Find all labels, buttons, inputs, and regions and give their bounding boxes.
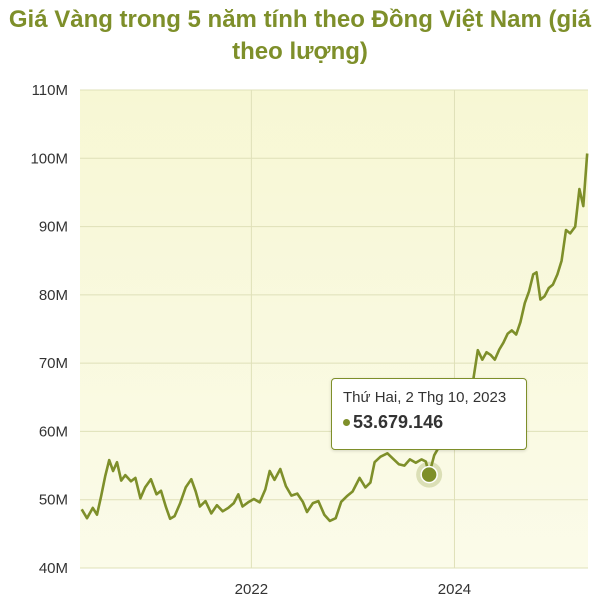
y-tick-label: 40M [39, 560, 68, 577]
axis-ticks: 40M 50M 60M 70M 80M 90M 100M 110M 2022 2024 [30, 82, 471, 598]
x-tick-label: 2024 [438, 581, 471, 598]
y-tick-label: 70M [39, 355, 68, 372]
highlight-point[interactable] [420, 465, 438, 484]
x-tick-label: 2022 [235, 581, 268, 598]
y-tick-label: 50M [39, 492, 68, 509]
chart-title: Giá Vàng trong 5 năm tính theo Đồng Việt… [8, 6, 592, 65]
tooltip-bullet-icon [343, 419, 350, 426]
tooltip-value: 53.679.146 [353, 412, 444, 432]
plot-background [80, 90, 588, 568]
y-tick-label: 90M [39, 219, 68, 236]
y-tick-label: 80M [39, 287, 68, 304]
gold-price-line [80, 153, 589, 523]
tooltip-value-row: 53.679.146 [343, 412, 516, 433]
y-tick-label: 110M [32, 82, 68, 99]
y-tick-label: 100M [30, 150, 68, 167]
tooltip-date: Thứ Hai, 2 Thg 10, 2023 [343, 389, 507, 406]
y-tick-label: 60M [39, 423, 68, 440]
tooltip: Thứ Hai, 2 Thg 10, 2023 53.679.146 [331, 378, 527, 450]
